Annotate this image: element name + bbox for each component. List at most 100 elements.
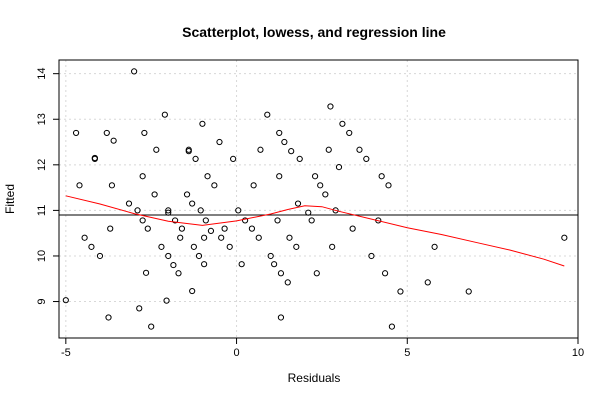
data-point (195, 252, 203, 260)
chart-title: Scatterplot, lowess, and regression line (182, 24, 446, 40)
data-point (332, 207, 339, 214)
data-point (165, 207, 172, 214)
data-point (397, 288, 404, 295)
data-point (271, 261, 278, 268)
data-point (235, 207, 242, 214)
data-point (264, 111, 271, 118)
data-point (139, 217, 146, 224)
data-point (368, 252, 375, 260)
data-point (142, 269, 150, 276)
data-point (62, 297, 69, 304)
data-point (286, 234, 293, 241)
data-point (327, 103, 334, 110)
data-point (72, 129, 80, 137)
data-point (317, 182, 324, 189)
data-point (221, 225, 228, 232)
x-tick-label: 10 (572, 347, 584, 359)
data-point (197, 207, 204, 214)
y-tick-label: 14 (36, 68, 48, 80)
data-point (381, 270, 389, 277)
data-point (356, 146, 363, 153)
data-point (388, 323, 396, 330)
data-point (141, 129, 148, 137)
data-point (294, 200, 302, 207)
data-point (76, 182, 83, 189)
data-point (284, 279, 291, 286)
data-point (325, 146, 332, 153)
data-point (136, 305, 143, 312)
data-point (274, 217, 281, 224)
data-point (561, 234, 568, 241)
data-point (363, 155, 370, 162)
y-tick-label: 12 (36, 159, 48, 171)
data-point (311, 173, 319, 180)
data-point (378, 173, 385, 180)
data-point (163, 297, 170, 304)
y-axis-label: Fitted (3, 184, 17, 214)
data-point (250, 182, 257, 189)
data-point (257, 146, 264, 153)
y-tick-label: 10 (36, 250, 48, 262)
data-point (293, 243, 300, 250)
x-tick-label: -5 (61, 347, 71, 359)
data-point (238, 261, 245, 268)
data-point (288, 148, 295, 155)
lowess-curve (65, 195, 565, 267)
data-point (322, 191, 329, 198)
data-point (189, 200, 196, 207)
data-point (134, 207, 141, 214)
data-point (241, 217, 249, 224)
data-point (277, 314, 285, 321)
data-point (151, 191, 158, 198)
data-point (190, 243, 197, 250)
data-point (192, 155, 199, 162)
data-point (170, 261, 177, 269)
data-point (91, 154, 98, 162)
data-point (281, 138, 288, 146)
data-point (313, 270, 320, 277)
data-point (199, 120, 206, 127)
data-point (165, 252, 172, 260)
data-point (139, 173, 146, 180)
data-point (276, 173, 283, 180)
x-axis-label: Residuals (288, 371, 341, 385)
data-point (107, 225, 114, 232)
data-point (201, 261, 208, 268)
data-point (329, 243, 336, 250)
data-point (308, 217, 315, 224)
data-point (230, 155, 237, 162)
data-point (277, 270, 285, 277)
data-point (96, 252, 104, 260)
data-point (183, 191, 191, 198)
data-point (248, 225, 256, 232)
data-point (189, 287, 196, 295)
data-point (339, 120, 346, 127)
data-point (211, 182, 218, 189)
data-point (148, 323, 155, 330)
data-point (335, 163, 343, 171)
data-point (431, 243, 438, 250)
data-point (465, 288, 472, 295)
data-point (105, 314, 112, 321)
data-point (255, 234, 262, 241)
data-point (161, 111, 168, 118)
data-point (204, 173, 211, 180)
data-point (216, 138, 223, 146)
data-point (185, 146, 192, 153)
data-point (153, 146, 160, 153)
data-point (207, 227, 215, 235)
fit-lines (59, 195, 578, 267)
data-point (276, 129, 283, 137)
y-tick-label: 9 (36, 298, 48, 304)
data-point (296, 155, 303, 162)
scatter-points (62, 68, 568, 330)
data-point (175, 270, 182, 277)
y-tick-label: 13 (36, 113, 48, 125)
data-point (144, 225, 151, 232)
x-tick-label: 5 (404, 347, 410, 359)
data-point (178, 225, 186, 232)
data-point (131, 68, 138, 75)
data-point (226, 243, 233, 250)
data-point (110, 137, 117, 144)
y-tick-label: 11 (36, 205, 48, 216)
